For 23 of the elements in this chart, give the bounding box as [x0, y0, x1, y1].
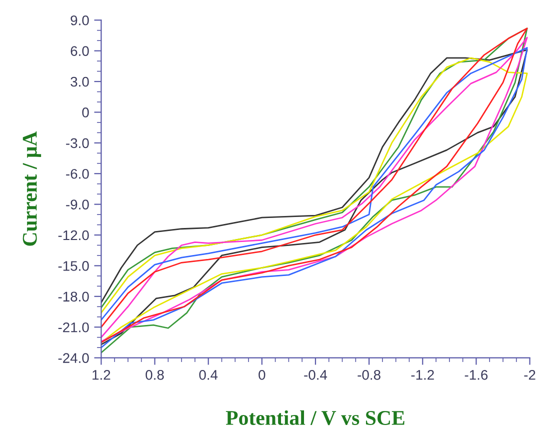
y-tick-label: 0: [82, 108, 89, 118]
y-tick-label: -3.0: [66, 138, 89, 148]
y-tick-label: -12.0: [58, 230, 89, 240]
x-tick-label: -1.2: [411, 370, 434, 380]
x-tick-label: 0.4: [199, 370, 218, 380]
y-tick-label: -18.0: [58, 292, 89, 302]
y-tick-label: -15.0: [58, 261, 89, 271]
x-tick-label: -2: [524, 370, 536, 380]
x-tick-label: -0.8: [358, 370, 380, 380]
x-tick-label: 0.8: [146, 370, 164, 380]
x-tick-label: 0: [258, 370, 266, 380]
x-tick-label: 1.2: [92, 370, 110, 380]
x-axis-title: Potential / V vs SCE: [226, 410, 404, 426]
y-tick-label: -6.0: [66, 168, 89, 179]
y-tick-label: -21.0: [58, 322, 89, 332]
y-tick-label: 3.0: [70, 76, 89, 87]
y-tick-label: 6.0: [70, 46, 89, 56]
y-tick-label: -9.0: [66, 200, 89, 210]
y-tick-label: -24.0: [58, 353, 89, 363]
y-axis-title: Current / μA: [22, 131, 42, 246]
x-tick-label: -0.4: [304, 370, 328, 380]
x-tick-label: -1.6: [464, 370, 488, 380]
y-tick-label: 9.0: [70, 15, 89, 26]
